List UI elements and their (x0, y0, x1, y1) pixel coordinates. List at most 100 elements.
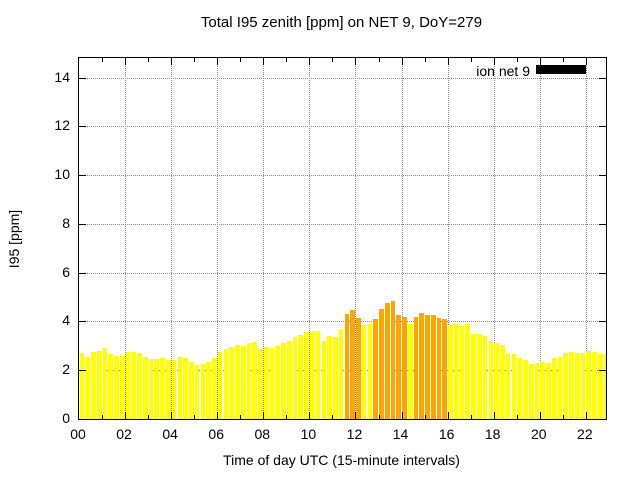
bar (477, 333, 482, 419)
bar (206, 361, 211, 419)
x-tick-mark (217, 412, 219, 419)
bar (373, 319, 378, 419)
bar (154, 359, 160, 419)
bar (511, 354, 517, 419)
gridline-vertical (493, 58, 495, 419)
gridline-horizontal (79, 126, 606, 128)
bar (540, 361, 546, 419)
bar (442, 319, 448, 419)
x-tick-mark (447, 58, 449, 65)
bar (91, 351, 96, 419)
bar (281, 343, 286, 419)
x-tick-mark (171, 412, 173, 419)
bar (580, 353, 586, 419)
x-tick-mark (493, 58, 495, 65)
bar (79, 353, 85, 419)
bar (592, 351, 597, 419)
x-tick-mark (355, 412, 357, 419)
bar (563, 353, 569, 419)
y-tick-mark (79, 223, 86, 225)
bar (148, 359, 154, 419)
x-tick-mark (125, 412, 127, 419)
x-axis-label: Time of day UTC (15-minute intervals) (223, 452, 460, 468)
bar (430, 315, 436, 419)
x-tick-mark (217, 58, 219, 65)
bar (246, 343, 252, 419)
bar (379, 309, 384, 419)
bar (546, 362, 551, 419)
gridline-horizontal (79, 77, 606, 79)
bar (212, 358, 217, 419)
bar (574, 353, 580, 419)
x-tick-label: 14 (392, 426, 409, 442)
y-tick-label: 6 (62, 263, 70, 280)
bar (557, 356, 563, 419)
bar (603, 354, 606, 419)
bar (402, 316, 407, 419)
bar (102, 348, 108, 419)
x-tick-label: 18 (484, 426, 501, 442)
bar (258, 349, 263, 419)
x-tick-mark (286, 415, 288, 419)
bar (413, 316, 419, 419)
bar (292, 337, 298, 419)
bar (171, 360, 177, 419)
bar (356, 317, 361, 419)
x-tick-label: 10 (300, 426, 317, 442)
y-tick-mark (79, 126, 86, 128)
y-tick-mark (599, 272, 606, 274)
x-tick-label: 08 (254, 426, 271, 442)
bar (338, 328, 344, 419)
bar (333, 337, 338, 419)
bar (137, 353, 142, 419)
x-tick-label: 06 (208, 426, 224, 442)
bar (517, 358, 522, 419)
bar (321, 340, 327, 419)
y-tick-label: 10 (54, 166, 70, 183)
bar (396, 315, 402, 419)
x-tick-mark (240, 415, 242, 419)
chart-title: Total I95 zenith [ppm] on NET 9, DoY=279 (200, 14, 483, 31)
bar (384, 303, 390, 419)
x-tick-label: 04 (162, 426, 178, 442)
bar (465, 323, 471, 419)
bar (235, 344, 240, 419)
bar (304, 332, 309, 419)
bar (298, 334, 304, 419)
x-tick-mark (585, 58, 587, 65)
x-tick-label: 22 (577, 426, 593, 442)
bar (436, 317, 442, 419)
plot-area (78, 57, 607, 420)
bar (217, 351, 223, 419)
bar (327, 336, 332, 419)
bar (119, 355, 125, 419)
gridline-horizontal (79, 321, 606, 323)
x-tick-mark (240, 58, 242, 62)
x-tick-mark (516, 415, 518, 419)
bar (500, 344, 505, 419)
y-tick-mark (599, 175, 606, 177)
x-tick-mark (401, 412, 403, 419)
x-tick-mark (470, 58, 472, 62)
bar (528, 364, 534, 419)
bar (597, 354, 603, 419)
bar (108, 354, 114, 419)
bar (505, 354, 511, 419)
y-tick-mark (79, 77, 86, 79)
y-tick-label: 8 (62, 214, 70, 231)
x-tick-mark (378, 415, 380, 419)
y-tick-mark (79, 272, 86, 274)
y-tick-label: 14 (54, 68, 70, 85)
bar (534, 362, 540, 419)
gridline-vertical (585, 58, 587, 419)
bar (125, 351, 131, 419)
bar (114, 355, 119, 419)
y-tick-mark (599, 370, 606, 372)
gridline-vertical (263, 58, 265, 419)
x-tick-mark (309, 412, 311, 419)
legend-swatch (536, 65, 586, 74)
x-tick-mark (194, 415, 196, 419)
x-tick-mark (562, 58, 564, 62)
x-tick-mark (309, 58, 311, 65)
